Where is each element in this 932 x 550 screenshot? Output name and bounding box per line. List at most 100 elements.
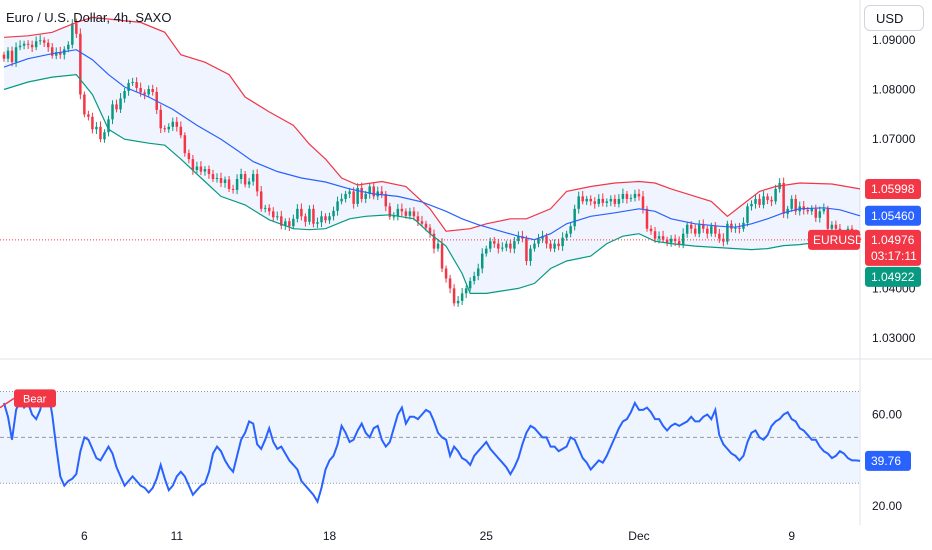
candle-body xyxy=(549,243,552,249)
candle xyxy=(553,239,556,253)
candle-body xyxy=(573,208,576,227)
candle-body xyxy=(34,41,38,48)
chart-title: Euro / U.S. Dollar, 4h, SAXO xyxy=(6,10,172,25)
candle xyxy=(340,193,343,205)
candle xyxy=(276,211,279,221)
candle-body xyxy=(782,182,785,214)
candle xyxy=(312,204,315,228)
candle-body xyxy=(159,109,162,129)
last-price-tag-bg xyxy=(865,229,921,266)
candle-body xyxy=(818,211,822,218)
candle-body xyxy=(609,198,613,202)
candle xyxy=(320,210,323,228)
candle-body xyxy=(476,268,480,276)
candle-body xyxy=(384,193,388,207)
candle xyxy=(649,225,653,235)
candle xyxy=(247,177,251,189)
candle xyxy=(790,195,793,212)
candle xyxy=(464,285,468,299)
candle xyxy=(91,112,94,134)
candle xyxy=(211,169,215,182)
candle xyxy=(296,204,299,223)
candle xyxy=(231,184,235,194)
symbol-tag: EURUSD xyxy=(813,233,864,247)
candle-body xyxy=(388,206,392,217)
candle-body xyxy=(456,300,460,304)
basis-price-tag-bg xyxy=(865,205,921,226)
candle-body xyxy=(472,275,476,281)
candle-body xyxy=(83,94,86,115)
rsi-value-tag: 39.76 xyxy=(871,454,901,468)
candle-body xyxy=(770,199,773,202)
candle-body xyxy=(593,201,597,204)
candle xyxy=(107,115,110,137)
candle xyxy=(677,236,681,248)
candle xyxy=(50,43,54,59)
candle xyxy=(46,39,50,53)
candle-body xyxy=(565,233,568,238)
candle xyxy=(30,40,34,53)
candle xyxy=(448,274,452,294)
basis-price-tag: 1.05460 xyxy=(871,209,915,223)
candle-body xyxy=(336,201,339,211)
candle xyxy=(2,51,6,62)
candle xyxy=(493,236,496,248)
candle-body xyxy=(18,45,22,48)
candle xyxy=(6,47,10,63)
candle xyxy=(344,190,347,203)
currency-button[interactable]: USD xyxy=(864,5,924,31)
candle-body xyxy=(718,233,721,239)
candle xyxy=(533,239,536,252)
candle-body xyxy=(195,166,199,171)
candle xyxy=(613,194,617,207)
candle-body xyxy=(814,208,818,218)
candle xyxy=(794,194,797,215)
candle xyxy=(360,182,363,203)
rsi-line xyxy=(3,390,861,505)
candle-body xyxy=(468,280,472,289)
rsi-value-tag-bg xyxy=(865,450,911,471)
price-tick-label: 1.08000 xyxy=(872,83,916,97)
candle-body xyxy=(677,241,681,245)
candle xyxy=(517,231,520,245)
candle xyxy=(597,194,601,207)
candle-body xyxy=(332,210,335,217)
candle-body xyxy=(143,92,146,95)
price-tick-label: 1.09000 xyxy=(872,33,916,47)
candle-body xyxy=(38,40,42,42)
candle xyxy=(191,154,195,175)
candle xyxy=(131,77,134,87)
candle xyxy=(468,277,472,292)
candle-body xyxy=(432,233,436,249)
candle-body xyxy=(485,248,488,254)
candle xyxy=(364,190,367,204)
candle-body xyxy=(597,198,601,204)
candle xyxy=(280,210,283,230)
candle-body xyxy=(107,119,110,133)
candle-body xyxy=(352,191,355,204)
candle xyxy=(818,206,822,223)
candle xyxy=(255,169,259,197)
candle xyxy=(822,203,826,215)
candle-body xyxy=(617,198,621,204)
candle-body xyxy=(460,293,464,301)
candle xyxy=(368,182,371,199)
time-tick-label: 9 xyxy=(788,529,795,543)
candle-body xyxy=(569,226,572,234)
candle xyxy=(103,129,106,143)
candle xyxy=(665,236,669,247)
candle xyxy=(706,225,709,239)
candle-body xyxy=(235,179,239,190)
candle xyxy=(219,172,223,188)
candle xyxy=(573,204,576,231)
candle xyxy=(561,232,564,251)
candle xyxy=(549,240,552,252)
candle xyxy=(513,236,516,254)
candle xyxy=(288,217,291,232)
candle xyxy=(372,182,375,200)
candle-body xyxy=(613,198,617,204)
candle xyxy=(392,212,396,221)
candle-body xyxy=(750,203,753,207)
time-tick-label: Dec xyxy=(628,529,649,543)
